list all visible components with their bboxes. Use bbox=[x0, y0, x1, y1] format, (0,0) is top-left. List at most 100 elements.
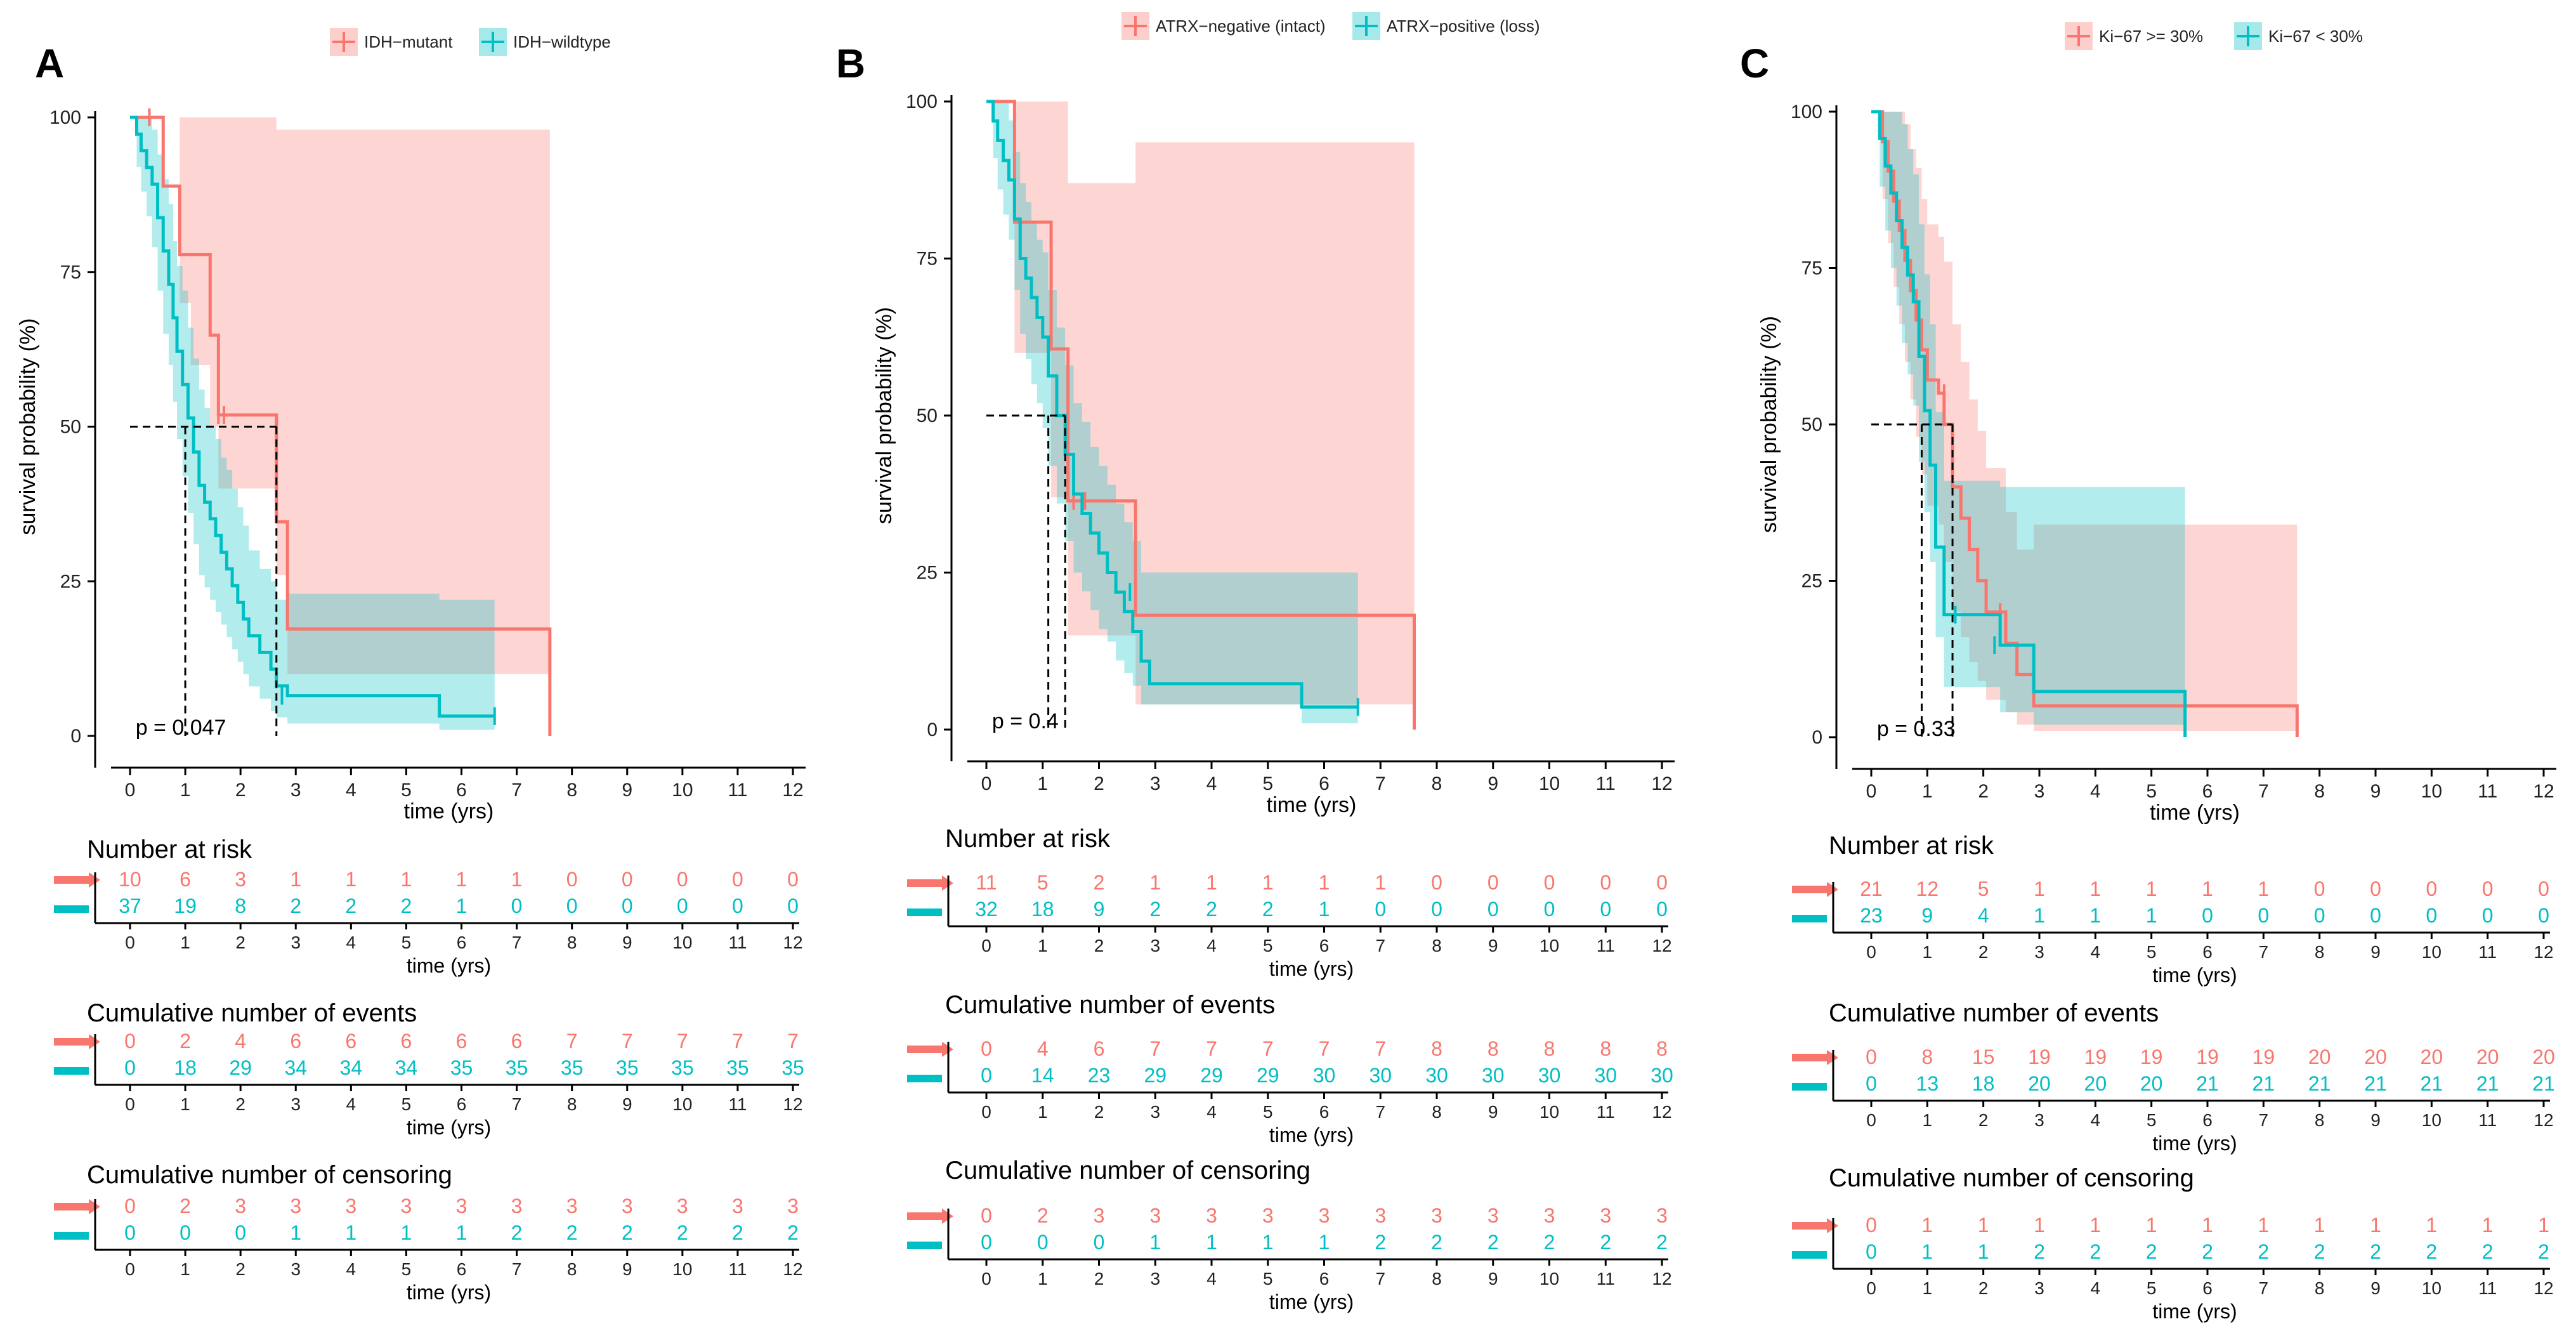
risk-table-cell: 2 bbox=[2146, 1240, 2157, 1263]
risk-table-cell: 0 bbox=[2314, 904, 2325, 927]
x-tick-label: 9 bbox=[2370, 781, 2381, 802]
risk-table-cell: 20 bbox=[2084, 1072, 2107, 1095]
table-x-axis-label: time (yrs) bbox=[2152, 1132, 2237, 1155]
x-tick-label: 1 bbox=[1922, 781, 1933, 802]
risk-table-cell: 21 bbox=[2308, 1072, 2331, 1095]
risk-table-cell: 6 bbox=[1094, 1037, 1105, 1060]
risk-table-cell: 35 bbox=[726, 1056, 749, 1079]
risk-table-cell: 30 bbox=[1313, 1064, 1336, 1087]
table-x-tick-label: 4 bbox=[346, 1259, 356, 1279]
risk-table-cell: 0 bbox=[981, 1037, 992, 1060]
risk-table-cell: 6 bbox=[345, 1030, 356, 1053]
table-x-tick-label: 9 bbox=[622, 1259, 632, 1279]
y-tick-label: 50 bbox=[1801, 414, 1822, 435]
risk-table-cell: 0 bbox=[1544, 898, 1555, 921]
risk-table-cell: 1 bbox=[511, 868, 523, 891]
table-x-tick-label: 3 bbox=[1150, 1269, 1160, 1289]
x-tick-label: 2 bbox=[235, 780, 246, 801]
risk-table-cell: 23 bbox=[1088, 1064, 1111, 1087]
risk-table-cell: 0 bbox=[1656, 898, 1668, 921]
risk-table-cell: 3 bbox=[787, 1195, 799, 1217]
risk-table-cell: 2 bbox=[2202, 1240, 2213, 1263]
table-x-tick-label: 7 bbox=[1375, 1269, 1385, 1289]
risk-table-cell: 0 bbox=[1431, 871, 1442, 894]
table-x-tick-label: 3 bbox=[291, 933, 301, 952]
table-x-tick-label: 4 bbox=[2091, 942, 2101, 962]
risk-table-cell: 0 bbox=[2370, 877, 2381, 900]
risk-table-cell: 3 bbox=[566, 1195, 578, 1217]
risk-table-cell: 21 bbox=[2196, 1072, 2219, 1095]
risk-table-cell: 0 bbox=[1487, 871, 1499, 894]
table-x-tick-label: 6 bbox=[1319, 936, 1330, 955]
table-x-tick-label: 7 bbox=[2259, 1278, 2269, 1298]
table-x-tick-label: 0 bbox=[125, 1094, 135, 1114]
x-tick-label: 2 bbox=[1094, 773, 1104, 794]
risk-table-cell: 19 bbox=[2084, 1046, 2107, 1068]
x-tick-label: 4 bbox=[1206, 773, 1217, 794]
table-x-tick-label: 4 bbox=[1206, 936, 1217, 955]
risk-table-cell: 1 bbox=[1149, 1231, 1161, 1254]
risk-table-cell: 1 bbox=[2426, 1214, 2437, 1236]
table-x-tick-label: 9 bbox=[1488, 936, 1498, 955]
risk-table-cell: 35 bbox=[671, 1056, 694, 1079]
risk-table-cell: 2 bbox=[1375, 1231, 1386, 1254]
survival-curve-2 bbox=[986, 100, 1358, 709]
risk-table-cell: 20 bbox=[2364, 1046, 2387, 1068]
ci-band-1 bbox=[130, 117, 550, 718]
risk-table-cell: 0 bbox=[622, 868, 633, 891]
table-x-tick-label: 3 bbox=[291, 1094, 301, 1114]
risk-table-cell: 6 bbox=[180, 868, 191, 891]
risk-table-cell: 2 bbox=[2426, 1240, 2437, 1263]
table-x-tick-label: 2 bbox=[1978, 1278, 1989, 1298]
x-axis-label: time (yrs) bbox=[404, 799, 494, 823]
risk-table-cell: 30 bbox=[1651, 1064, 1673, 1087]
risk-table-cell: 0 bbox=[2314, 877, 2325, 900]
x-tick-label: 12 bbox=[2533, 781, 2554, 802]
table-x-tick-label: 8 bbox=[2315, 1278, 2325, 1298]
table-x-tick-label: 3 bbox=[2034, 1110, 2044, 1130]
risk-table-cell: 1 bbox=[2258, 877, 2269, 900]
table-x-tick-label: 5 bbox=[1263, 1269, 1273, 1289]
risk-table-title: Cumulative number of censoring bbox=[945, 1157, 1311, 1184]
panel-label: C bbox=[1740, 41, 1769, 86]
risk-table-cell: 1 bbox=[1206, 871, 1217, 894]
y-tick-label: 25 bbox=[917, 563, 938, 584]
y-tick-label: 100 bbox=[49, 107, 81, 128]
x-tick-label: 0 bbox=[981, 773, 992, 794]
x-tick-label: 7 bbox=[2258, 781, 2269, 802]
risk-table-cell: 3 bbox=[1600, 1204, 1611, 1227]
x-tick-label: 8 bbox=[566, 780, 577, 801]
risk-table-cell: 1 bbox=[456, 868, 467, 891]
risk-table-cell: 1 bbox=[2538, 1214, 2549, 1236]
table-x-tick-label: 1 bbox=[1923, 1278, 1933, 1298]
risk-table-cell: 29 bbox=[1144, 1064, 1167, 1087]
risk-table-cell: 0 bbox=[981, 1231, 992, 1254]
x-tick-label: 11 bbox=[2478, 781, 2497, 802]
risk-table-cell: 3 bbox=[235, 868, 246, 891]
panel-label: B bbox=[836, 41, 865, 86]
risk-table-cell: 30 bbox=[1594, 1064, 1617, 1087]
risk-table-cell: 0 bbox=[1375, 898, 1386, 921]
table-x-tick-label: 12 bbox=[783, 1259, 802, 1279]
y-tick-label: 0 bbox=[70, 726, 81, 747]
risk-table-cell: 1 bbox=[401, 1221, 412, 1244]
risk-table-cell: 0 bbox=[981, 1204, 992, 1227]
risk-table-cell: 0 bbox=[124, 1195, 136, 1217]
risk-table-cell: 7 bbox=[566, 1030, 578, 1053]
risk-table-cell: 0 bbox=[1431, 898, 1442, 921]
risk-table-cell: 8 bbox=[235, 895, 246, 917]
table-x-tick-label: 1 bbox=[180, 933, 190, 952]
table-x-tick-label: 4 bbox=[2091, 1278, 2101, 1298]
risk-table-cell: 21 bbox=[1860, 877, 1883, 900]
table-x-tick-label: 8 bbox=[1432, 936, 1442, 955]
ci-band-2 bbox=[986, 102, 1358, 724]
risk-table-cell: 0 bbox=[1487, 898, 1499, 921]
risk-table-cell: 0 bbox=[1866, 1240, 1877, 1263]
risk-table-cell: 1 bbox=[345, 1221, 356, 1244]
table-x-tick-label: 3 bbox=[2034, 942, 2044, 962]
panel-label: A bbox=[35, 41, 64, 86]
